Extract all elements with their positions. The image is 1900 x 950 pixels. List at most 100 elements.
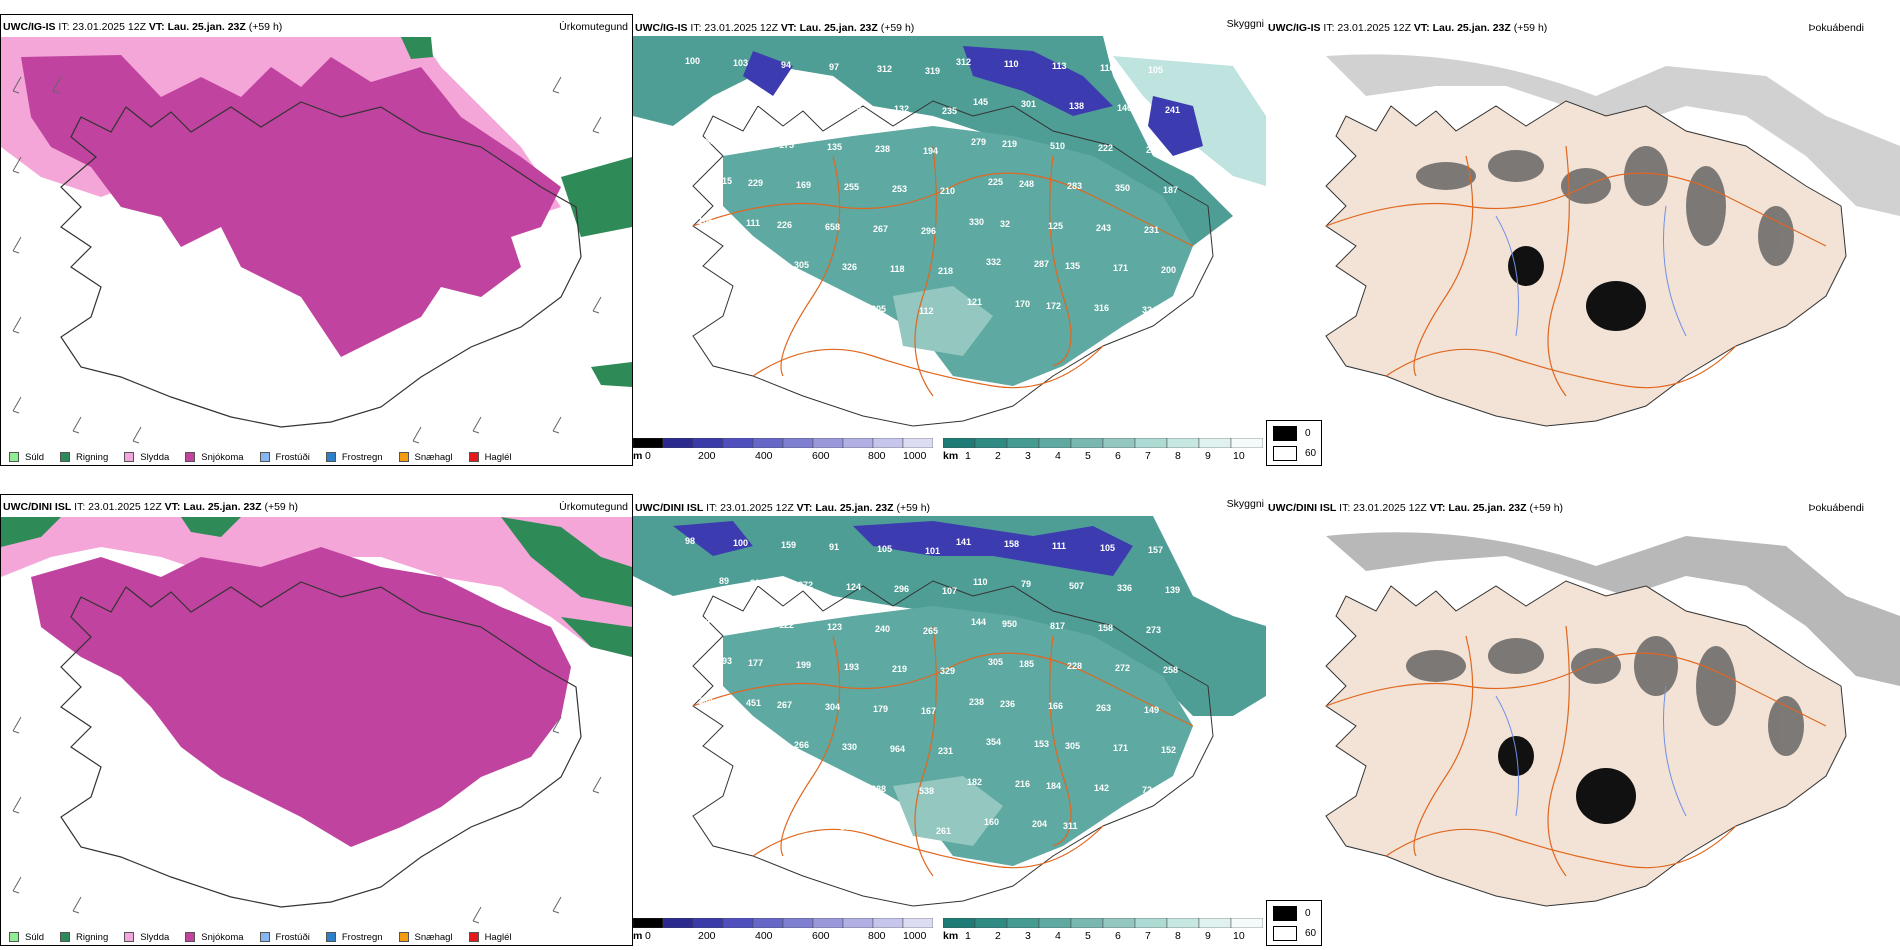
vis-tick-9: 9 [1205, 930, 1211, 942]
cloud-base-label: 312 [877, 64, 892, 74]
fog-legend: 0 60 [1266, 420, 1322, 466]
cloud-base-label: 305 [1065, 741, 1080, 751]
cloud-base-label: 169 [796, 180, 811, 190]
cloud-base-label: 263 [1096, 703, 1111, 713]
legend-item-hail: Haglél [468, 452, 512, 463]
height-tick-400: 400 [755, 450, 773, 462]
vis-tick-5: 5 [1085, 930, 1091, 942]
legend-item-drizzle: Súld [9, 452, 44, 463]
cloud-base-label: 122 [779, 620, 794, 630]
cloud-base-label: 149 [1144, 705, 1159, 715]
legend-item-freezing-rain: Frostregn [325, 932, 383, 943]
vis-tick-4: 4 [1055, 930, 1061, 942]
cloud-base-label: 235 [942, 106, 957, 116]
legend-item-snow-pellets: Snæhagl [398, 452, 453, 463]
cloud-base-label: 137 [713, 336, 728, 346]
height-swatch-5 [782, 438, 814, 448]
cloud-base-label: 328 [823, 782, 838, 792]
precip-legend: Súld Rigning Slydda Snjókoma Frostúði Fr… [1, 927, 520, 945]
height-swatch-7 [842, 918, 874, 928]
cloud-base-label: 538 [919, 786, 934, 796]
cloud-base-label: 236 [1000, 699, 1015, 709]
height-tick-800: 800 [868, 450, 886, 462]
height-swatch-8 [872, 438, 904, 448]
cloud-base-label: 105 [698, 216, 713, 226]
visibility-swatch-9 [1230, 918, 1263, 928]
vis-tick-1: 1 [965, 930, 971, 942]
cloud-base-label: 265 [923, 626, 938, 636]
legend-item-snow-pellets: Snæhagl [398, 932, 453, 943]
cloud-base-label: 103 [733, 58, 748, 68]
cloud-base-label: 100 [733, 538, 748, 548]
cloud-base-label: 32 [1000, 219, 1010, 229]
cloud-base-label: 105 [1100, 543, 1115, 553]
vis-tick-4: 4 [1055, 450, 1061, 462]
cloud-base-label: 238 [969, 697, 984, 707]
cloud-base-label: 510 [1050, 141, 1065, 151]
precip-type-panel-bottom: UWC/DINI ISL IT: 23.01.2025 12Z VT: Lau.… [0, 494, 633, 946]
height-swatch-3 [722, 438, 754, 448]
cloud-base-label: 639 [763, 258, 778, 268]
cloud-base-label: 305 [794, 260, 809, 270]
cloud-base-label: 583 [888, 824, 903, 834]
cloud-base-label: 176 [715, 736, 730, 746]
visibility-colorbar: km 1 2 3 4 5 6 7 8 9 10 [943, 918, 1263, 944]
cloud-base-label: 253 [892, 184, 907, 194]
visibility-swatch-6 [1134, 438, 1168, 448]
cloud-base-label: 111 [1052, 541, 1066, 551]
legend-item-freezing-drizzle: Frostúði [259, 452, 310, 463]
visibility-swatch-5 [1102, 918, 1136, 928]
visibility-panel-top: UWC/IG-IS IT: 23.01.2025 12Z VT: Lau. 25… [633, 14, 1266, 466]
visibility-swatch-1 [974, 918, 1008, 928]
cloud-base-labels-top: 100 103 94 97 312 319 312 110 113 116 105 105 106 497… [685, 56, 1180, 346]
cloud-base-label: 167 [921, 706, 936, 716]
cloud-base-label: 323 [775, 300, 790, 310]
fog-indicator-panel-top: UWC/IG-IS IT: 23.01.2025 12Z VT: Lau. 25… [1266, 14, 1900, 466]
height-swatch-9 [902, 438, 933, 448]
precip-type-panel-top: UWC/IG-IS IT: 23.01.2025 12Z VT: Lau. 25… [0, 14, 633, 466]
cloud-base-label: 950 [1002, 619, 1017, 629]
cloud-base-label: 91 [829, 542, 839, 552]
cloud-base-label: 296 [921, 226, 936, 236]
cloud-base-label: 218 [938, 266, 953, 276]
cloud-base-label: 145 [973, 97, 988, 107]
visibility-swatch-9 [1230, 438, 1263, 448]
cloud-base-label: 100 [685, 56, 700, 66]
precip-map [1, 517, 632, 927]
vis-tick-6: 6 [1115, 930, 1121, 942]
cloud-base-label: 315 [717, 176, 732, 186]
cloud-base-label: 658 [825, 222, 840, 232]
height-swatch-5 [782, 918, 814, 928]
cloud-base-label: 266 [794, 740, 809, 750]
vis-tick-8: 8 [1175, 930, 1181, 942]
cloud-base-label: 94 [781, 60, 791, 70]
cloud-base-label: 287 [1034, 259, 1049, 269]
visibility-colorbar: km 1 2 3 4 5 6 7 8 9 10 [943, 438, 1263, 464]
visibility-map: 98 100 159 91 105 101 141 158 111 105 157 89 221 272 1… [633, 516, 1266, 916]
cloud-base-label: 288 [871, 784, 886, 794]
cloud-base-label: 222 [1146, 145, 1161, 155]
cloud-base-label: 284 [731, 618, 746, 628]
cloud-base-label: 97 [829, 62, 839, 72]
cloud-base-label: 193 [844, 662, 859, 672]
panel-header: UWC/DINI ISL IT: 23.01.2025 12Z VT: Lau.… [3, 501, 299, 513]
height-colorbar-swatches [633, 918, 933, 928]
height-tick-600: 600 [812, 450, 830, 462]
panel-header: UWC/DINI ISL IT: 23.01.2025 12Z VT: Lau.… [635, 502, 931, 514]
cloud-base-label: 305 [871, 304, 886, 314]
legend-item-rain: Rigning [60, 932, 108, 943]
cloud-base-label: 226 [777, 220, 792, 230]
cloud-base-label: 135 [827, 142, 842, 152]
panel-title: Skyggni [1226, 498, 1264, 510]
cloud-base-label: 177 [748, 658, 763, 668]
height-unit: m [633, 930, 643, 942]
height-swatch-8 [872, 918, 904, 928]
cloud-base-label: 200 [1161, 265, 1176, 275]
height-swatch-3 [722, 918, 754, 928]
cloud-base-label: 326 [842, 262, 857, 272]
cloud-base-label: 171 [1113, 743, 1128, 753]
visibility-swatch-3 [1038, 438, 1072, 448]
panel-header: UWC/IG-IS IT: 23.01.2025 12Z VT: Lau. 25… [635, 22, 915, 34]
cloud-base-label: 141 [956, 537, 971, 547]
cloud-base-label: 89 [719, 576, 729, 586]
